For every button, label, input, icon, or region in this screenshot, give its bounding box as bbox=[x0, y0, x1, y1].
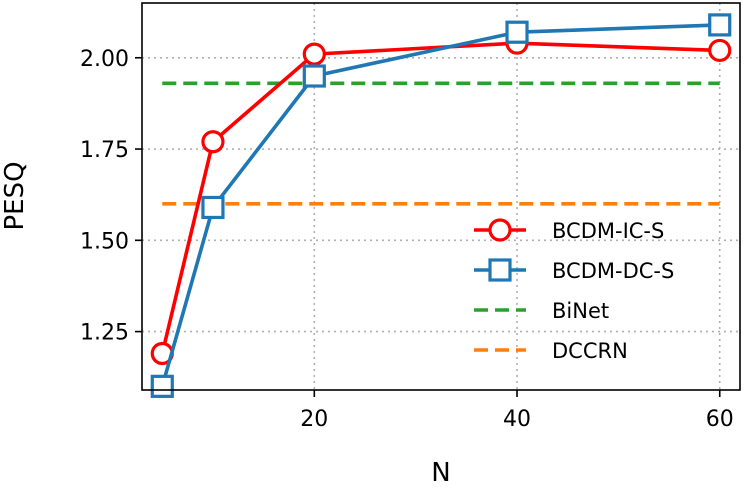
data-point-bcdm-ic-s bbox=[201, 130, 225, 154]
data-point-bcdm-dc-s bbox=[302, 64, 326, 88]
legend-entry-bcdm-dc-s: BCDM-DC-S bbox=[474, 258, 674, 283]
legend-label-binet: BiNet bbox=[552, 299, 609, 323]
legend-entry-bcdm-ic-s: BCDM-IC-S bbox=[474, 218, 664, 243]
legend-label-bcdm-dc-s: BCDM-DC-S bbox=[552, 259, 674, 283]
plot-background bbox=[142, 3, 740, 390]
data-point-bcdm-ic-s bbox=[708, 38, 732, 63]
series-bcdm-dc-s bbox=[150, 13, 732, 398]
grid bbox=[142, 3, 740, 390]
legend: BCDM-IC-S BCDM-DC-S BiNet DCCRN bbox=[474, 218, 674, 363]
legend-entry-dccrn: DCCRN bbox=[474, 339, 628, 363]
data-point-bcdm-dc-s bbox=[201, 195, 225, 220]
y-axis-label: PESQ bbox=[0, 161, 30, 230]
x-tick-label: 20 bbox=[300, 407, 328, 432]
y-tick-label: 1.50 bbox=[80, 229, 129, 254]
x-tick-label: 60 bbox=[706, 407, 734, 432]
data-point-bcdm-dc-s bbox=[150, 374, 174, 398]
x-axis-label: N bbox=[431, 458, 450, 488]
plot-frame bbox=[141, 2, 741, 391]
y-tick-label: 1.75 bbox=[80, 138, 129, 163]
data-point-bcdm-dc-s bbox=[708, 13, 732, 37]
series-bcdm-ic-s bbox=[150, 31, 732, 366]
ticks: 20 40 60 1.25 1.50 1.75 2.00 bbox=[80, 47, 734, 432]
x-tick-label: 40 bbox=[503, 407, 531, 432]
legend-entry-binet: BiNet bbox=[474, 299, 609, 323]
y-tick-label: 1.25 bbox=[80, 321, 129, 346]
legend-label-dccrn: DCCRN bbox=[552, 339, 628, 363]
data-point-bcdm-ic-s bbox=[302, 42, 326, 66]
data-point-bcdm-dc-s bbox=[505, 20, 529, 44]
y-tick-label: 2.00 bbox=[80, 47, 129, 72]
legend-marker-bcdm-dc-s bbox=[488, 258, 512, 282]
legend-label-bcdm-ic-s: BCDM-IC-S bbox=[552, 219, 664, 243]
series-layer bbox=[150, 13, 732, 398]
legend-marker-bcdm-ic-s bbox=[488, 218, 512, 242]
